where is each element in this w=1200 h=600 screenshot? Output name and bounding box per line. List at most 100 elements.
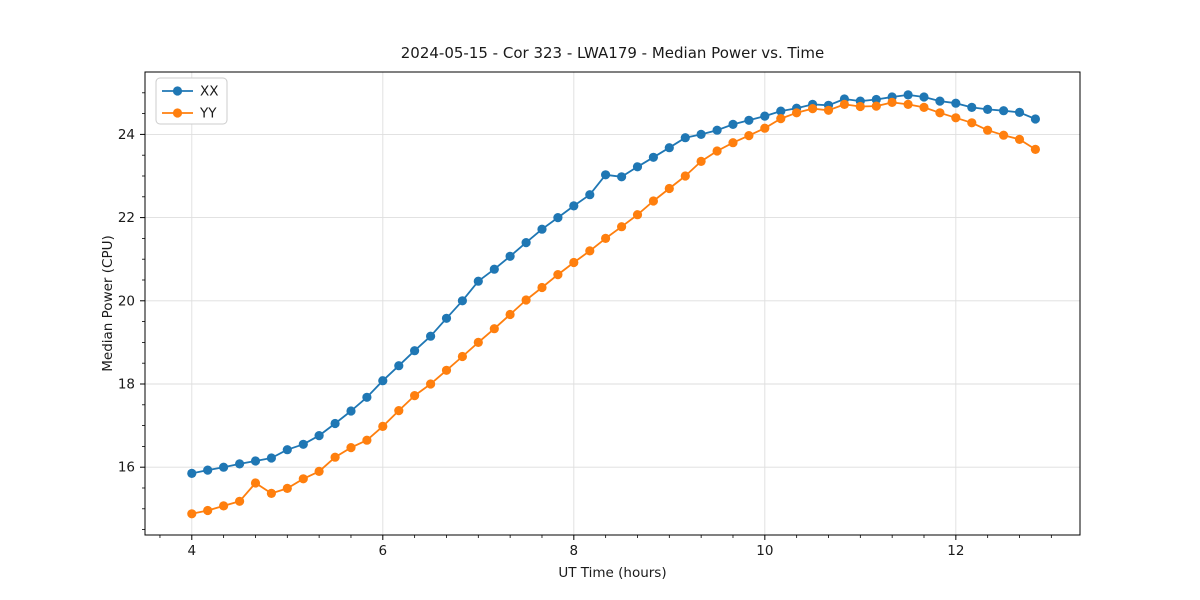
data-point-xx <box>410 346 420 356</box>
data-point-yy <box>441 365 452 375</box>
data-point-xx <box>919 92 929 102</box>
data-point-xx <box>537 224 547 234</box>
data-point-yy <box>967 118 977 128</box>
data-point-xx <box>712 125 722 135</box>
data-point-xx <box>282 445 292 455</box>
legend: XX YY <box>155 77 228 125</box>
data-point-yy <box>792 108 802 118</box>
data-point-xx <box>728 119 738 129</box>
data-point-xx <box>314 431 324 441</box>
data-point-xx <box>426 331 436 341</box>
data-point-xx <box>235 459 245 469</box>
data-point-yy <box>617 222 627 232</box>
data-point-xx <box>187 468 197 478</box>
x-axis-label: UT Time (hours) <box>558 565 666 581</box>
x-tick-label: 4 <box>188 543 197 559</box>
data-point-xx <box>935 96 945 106</box>
data-point-yy <box>553 270 563 280</box>
data-point-yy <box>680 171 690 181</box>
data-point-xx <box>648 152 659 162</box>
data-point-yy <box>362 435 372 445</box>
data-point-xx <box>266 453 276 463</box>
y-tick-label: 16 <box>118 460 135 476</box>
data-point-yy <box>378 421 388 431</box>
data-point-yy <box>696 156 706 166</box>
data-point-xx <box>983 104 993 114</box>
data-point-xx <box>967 102 977 112</box>
legend-label-yy: YY <box>199 106 217 122</box>
gridlines <box>145 72 1080 535</box>
data-point-yy <box>203 505 213 516</box>
data-point-xx <box>999 106 1009 116</box>
data-point-yy <box>887 97 897 107</box>
data-point-yy <box>1030 144 1040 154</box>
data-point-yy <box>760 123 770 133</box>
data-point-yy <box>855 101 865 112</box>
data-point-xx <box>298 439 308 449</box>
legend-entry-xx: XX <box>162 84 219 100</box>
legend-marker-yy <box>172 108 183 118</box>
y-tick-label: 20 <box>118 293 135 309</box>
data-point-yy <box>266 488 276 498</box>
data-point-yy <box>219 501 229 511</box>
data-point-yy <box>250 478 261 488</box>
data-point-xx <box>903 90 913 100</box>
data-point-yy <box>410 391 420 401</box>
data-point-yy <box>999 130 1009 140</box>
data-point-yy <box>187 509 197 519</box>
data-point-yy <box>712 146 722 156</box>
x-tick-label: 6 <box>379 543 388 559</box>
data-point-xx <box>760 111 770 121</box>
data-point-xx <box>585 190 595 200</box>
data-point-yy <box>632 210 643 220</box>
data-point-xx <box>441 313 452 323</box>
legend-label-xx: XX <box>200 84 219 100</box>
data-point-xx <box>505 251 515 261</box>
chart-title: 2024-05-15 - Cor 323 - LWA179 - Median P… <box>401 44 825 62</box>
x-tick-label: 10 <box>756 543 773 559</box>
data-point-xx <box>346 406 356 416</box>
data-point-yy <box>871 101 881 111</box>
data-point-yy <box>314 466 324 476</box>
data-point-yy <box>426 379 436 389</box>
data-point-yy <box>776 114 786 124</box>
data-point-yy <box>839 99 850 109</box>
data-point-yy <box>330 452 340 462</box>
data-point-yy <box>664 183 674 194</box>
series-line-yy <box>191 101 1036 515</box>
data-point-xx <box>330 418 340 429</box>
data-point-yy <box>903 99 913 109</box>
data-point-yy <box>489 324 499 334</box>
data-point-yy <box>298 474 308 484</box>
data-point-yy <box>585 246 595 256</box>
data-point-yy <box>346 443 356 453</box>
series-line-xx <box>191 94 1036 475</box>
data-point-yy <box>473 337 483 347</box>
data-point-yy <box>648 196 659 206</box>
data-point-xx <box>219 462 229 472</box>
data-point-yy <box>282 483 292 493</box>
data-point-xx <box>632 162 643 172</box>
y-axis-label: Median Power (CPU) <box>100 235 116 371</box>
axes <box>140 71 1081 540</box>
data-point-yy <box>457 351 467 362</box>
data-point-yy <box>537 282 547 293</box>
data-point-xx <box>601 170 611 180</box>
data-point-yy <box>951 113 961 123</box>
data-point-xx <box>951 98 961 108</box>
data-point-xx <box>664 143 674 153</box>
data-point-yy <box>808 104 818 114</box>
data-point-xx <box>569 201 579 211</box>
data-point-yy <box>744 131 754 141</box>
legend-entry-yy: YY <box>162 106 217 122</box>
data-point-xx <box>394 361 404 371</box>
tick-labels: 4 6 8 10 12 16 18 20 22 24 <box>118 127 965 559</box>
data-point-xx <box>617 172 627 182</box>
data-point-xx <box>1030 114 1040 124</box>
data-point-xx <box>203 465 213 475</box>
plot-frame <box>144 71 1081 536</box>
data-point-xx <box>378 376 388 386</box>
data-point-yy <box>1014 134 1025 144</box>
x-tick-label: 12 <box>947 543 964 559</box>
